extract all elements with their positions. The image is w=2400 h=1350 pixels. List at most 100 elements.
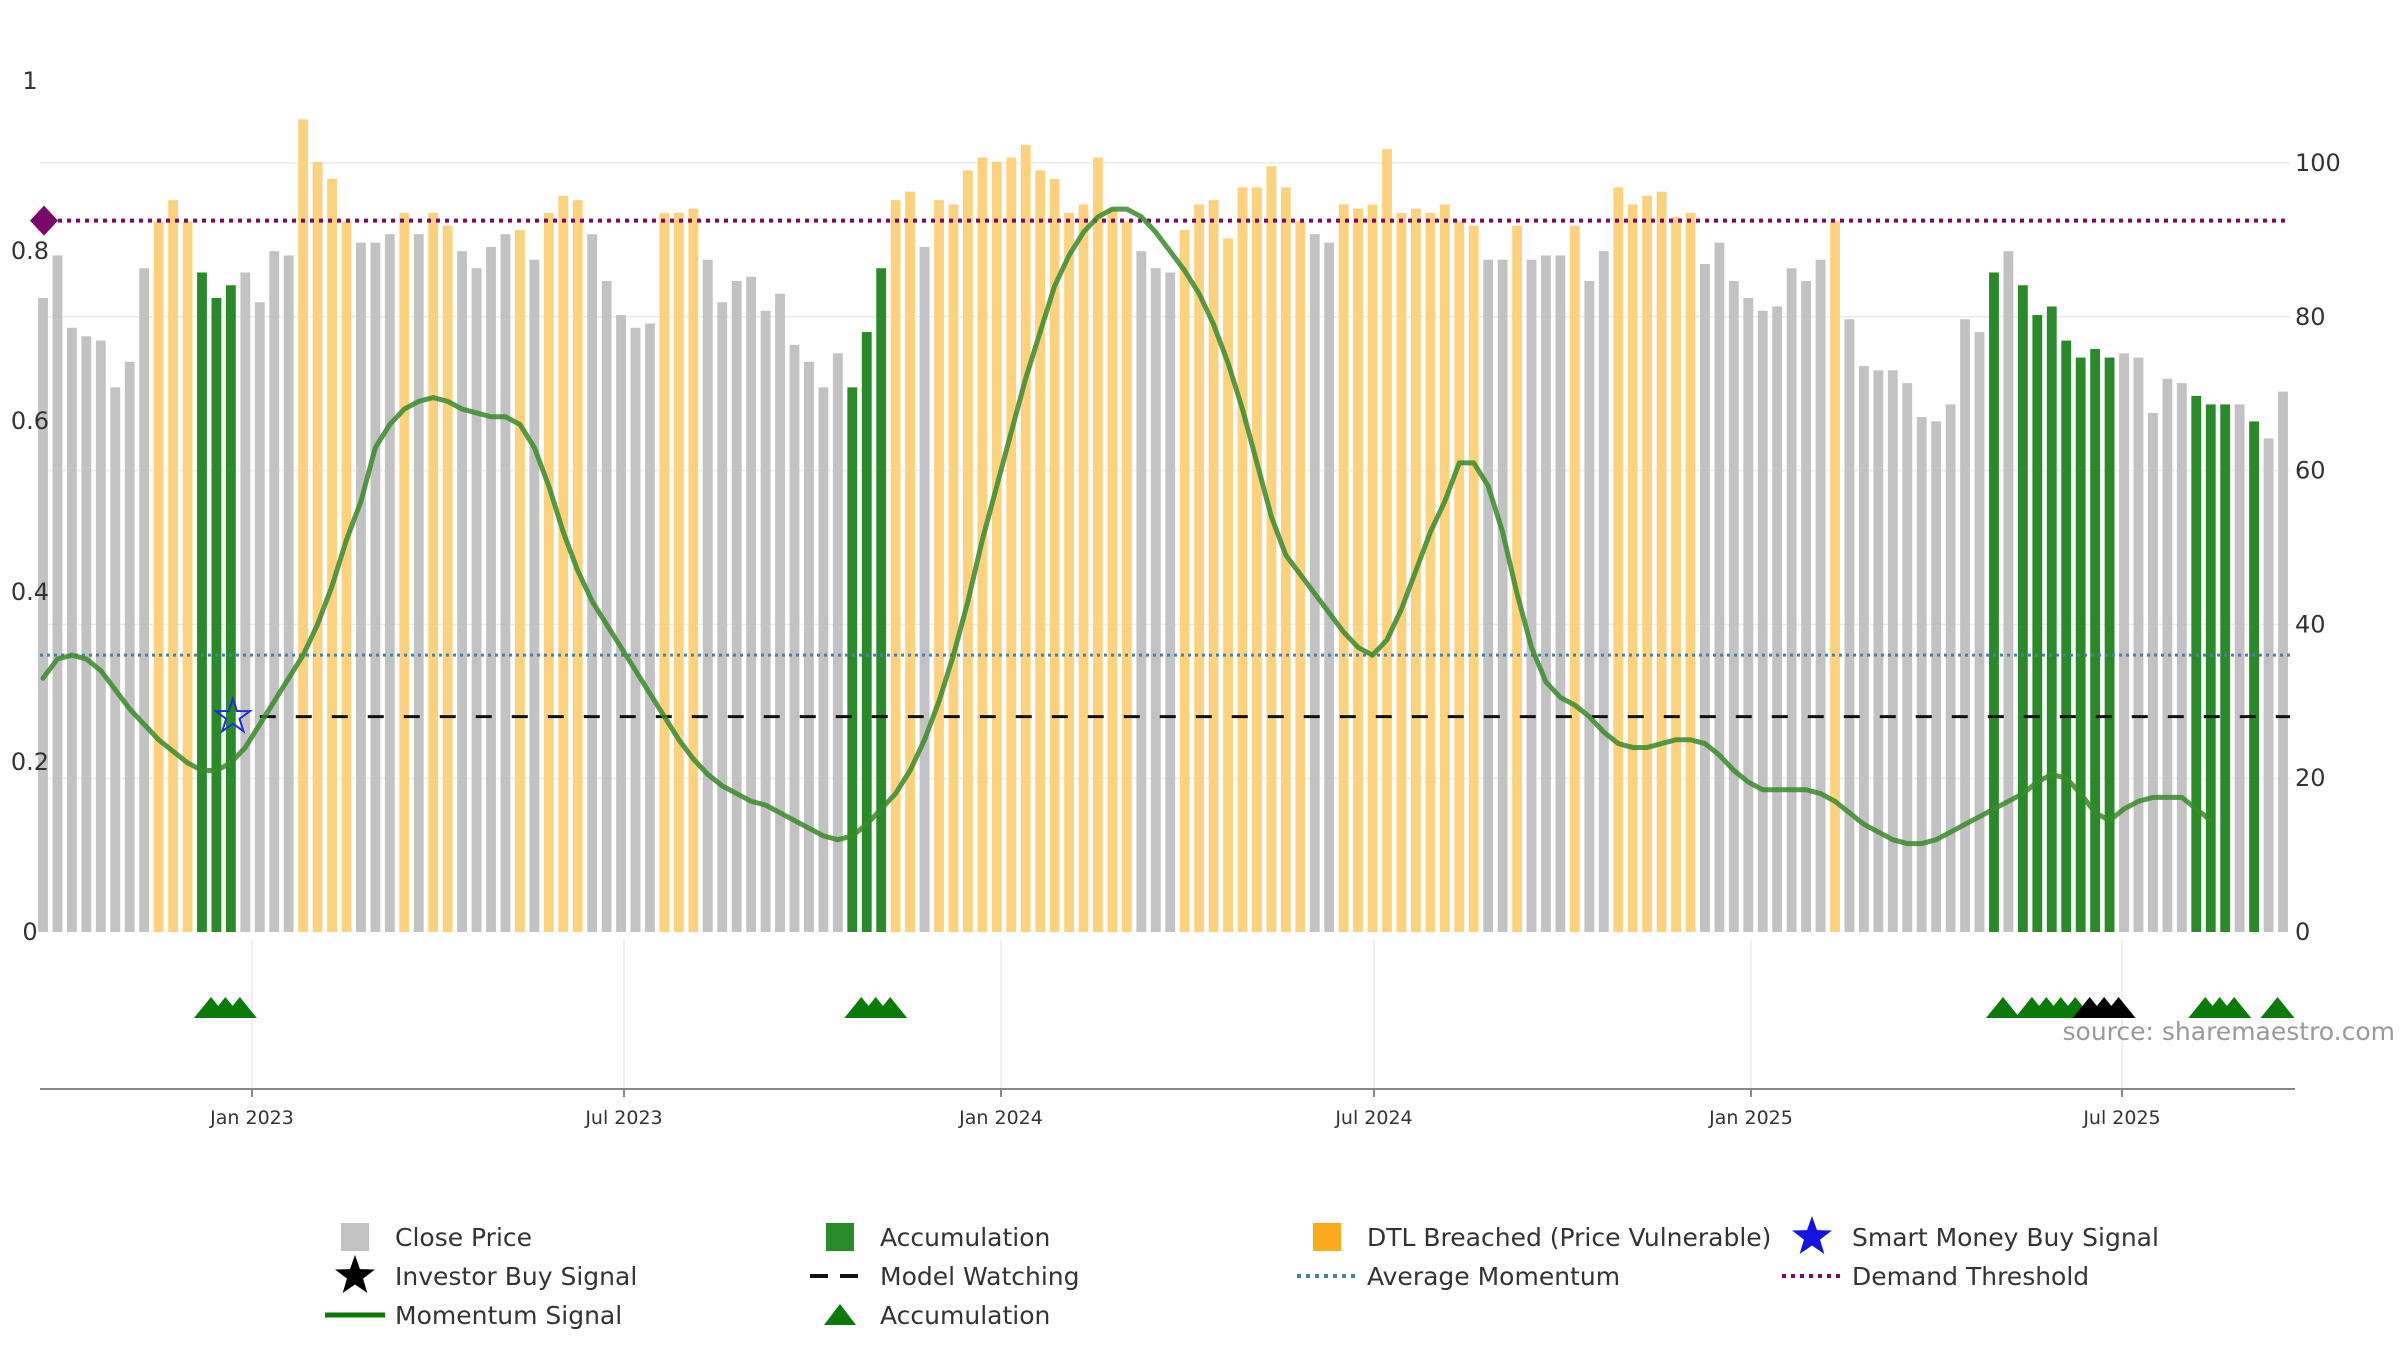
bar-148 (2176, 383, 2187, 932)
bar-105 (1555, 255, 1566, 932)
x-tick-label-3: Jul 2024 (1334, 1107, 1412, 1129)
bar-76 (1136, 251, 1147, 932)
left-axis-tick-2: 0.4 (11, 578, 49, 606)
source-label: source: sharemaestro.com (2063, 1017, 2396, 1046)
bar-86 (1280, 187, 1291, 933)
bar-122 (1801, 280, 1812, 932)
bar-77 (1150, 268, 1161, 933)
bar-107 (1584, 280, 1595, 932)
bar-11 (197, 272, 207, 933)
bar-83 (1237, 187, 1248, 933)
legend: Close Price Accumulation DTL Breached (Pri… (325, 1216, 2159, 1330)
bar-53 (804, 361, 814, 933)
legend-label-9: Accumulation (880, 1301, 1050, 1330)
bar-26 (413, 234, 424, 932)
smart-money-buy-star-0 (212, 695, 253, 734)
bar-49 (746, 276, 757, 933)
bar-111 (1642, 195, 1653, 932)
bar-119 (1757, 310, 1768, 932)
bar-20 (327, 178, 337, 932)
bar-134 (1974, 332, 1985, 932)
bar-85 (1266, 166, 1277, 933)
bar-106 (1569, 225, 1580, 933)
bar-78 (1165, 272, 1176, 933)
bar-46 (702, 259, 713, 933)
bar-112 (1656, 191, 1667, 932)
bar-80 (1194, 204, 1205, 932)
bar-2 (66, 327, 77, 932)
right-axis-tick-1: 20 (2295, 764, 2326, 792)
bar-144 (2119, 353, 2129, 932)
bar-3 (81, 336, 92, 932)
legend-label-3: Smart Money Buy Signal (1852, 1223, 2159, 1252)
legend-item-8: Momentum Signal (325, 1301, 622, 1330)
bar-32 (500, 234, 511, 932)
bar-128 (1887, 370, 1898, 933)
bar-89 (1324, 242, 1335, 932)
bar-17 (283, 255, 294, 932)
bar-50 (760, 310, 771, 932)
bar-33 (514, 229, 525, 932)
bar-130 (1916, 417, 1927, 932)
bar-137 (2017, 285, 2028, 932)
legend-symbol-9 (824, 1304, 856, 1325)
investor-triangle-2 (2101, 997, 2136, 1018)
bar-103 (1526, 259, 1537, 933)
x-tick-label-4: Jan 2025 (1708, 1107, 1793, 1129)
bar-6 (124, 361, 135, 933)
bar-14 (240, 272, 251, 933)
bar-151 (2220, 404, 2231, 932)
bar-25 (399, 212, 410, 932)
bar-38 (587, 234, 598, 932)
bar-48 (731, 280, 742, 932)
bar-9 (168, 200, 178, 932)
bar-143 (2104, 357, 2115, 932)
axes: Jan 2023 Jul 2023 Jan 2024 Jul 2024 Jan 2025… (11, 67, 2341, 1129)
legend-symbol-2 (1313, 1223, 1341, 1251)
bar-72 (1078, 204, 1089, 932)
bar-99 (1468, 225, 1479, 933)
bar-21 (341, 221, 352, 933)
bar-67 (1006, 157, 1017, 933)
legend-label-2: DTL Breached (Price Vulnerable) (1367, 1223, 1771, 1252)
bar-36 (558, 195, 569, 932)
bar-40 (616, 315, 626, 932)
bar-69 (1035, 170, 1046, 933)
legend-label-8: Momentum Signal (395, 1301, 622, 1330)
bar-90 (1338, 204, 1349, 932)
left-axis-tick-0: 0 (22, 918, 37, 946)
legend-label-5: Model Watching (880, 1262, 1080, 1291)
bar-97 (1439, 204, 1450, 932)
price-bars (38, 119, 2288, 933)
bar-93 (1382, 149, 1392, 932)
bar-116 (1714, 242, 1725, 932)
legend-symbol-0 (341, 1223, 369, 1251)
signal-markers (30, 205, 2295, 1018)
demand-threshold-marker-body (30, 205, 58, 236)
accumulation-triangle-5 (873, 997, 908, 1018)
bar-145 (2133, 357, 2144, 932)
x-tick-label-2: Jan 2024 (958, 1107, 1043, 1129)
bar-47 (717, 302, 728, 932)
bar-1 (52, 255, 63, 932)
bar-84 (1252, 187, 1262, 933)
bar-155 (2278, 391, 2288, 932)
bar-100 (1483, 259, 1494, 933)
bar-60 (905, 191, 916, 932)
bar-18 (298, 119, 309, 933)
bar-142 (2090, 349, 2101, 932)
bar-58 (876, 268, 887, 933)
legend-label-6: Average Momentum (1367, 1262, 1620, 1291)
right-axis-tick-2: 40 (2295, 610, 2326, 638)
bar-149 (2191, 395, 2202, 932)
bar-92 (1367, 204, 1378, 932)
bar-117 (1728, 280, 1739, 932)
legend-label-1: Accumulation (880, 1223, 1050, 1252)
bar-82 (1223, 238, 1233, 932)
accumulation-triangle-13 (2217, 997, 2252, 1018)
bar-153 (2249, 421, 2260, 932)
bar-57 (861, 332, 872, 932)
bar-63 (948, 204, 959, 932)
bar-61 (919, 246, 930, 932)
